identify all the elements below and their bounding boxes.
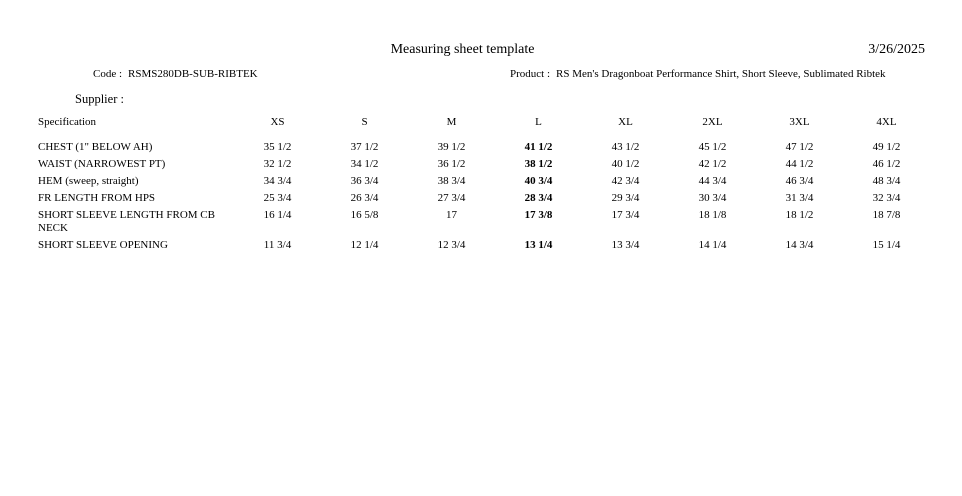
- table-row-sleeve-length: SHORT SLEEVE LENGTH FROM CB NECK 16 1/4 …: [38, 207, 930, 237]
- column-header-4xl: 4XL: [876, 116, 897, 128]
- size-value-cell: 17: [446, 209, 457, 221]
- size-value-cell: 48 3/4: [872, 175, 901, 187]
- column-header-xl: XL: [618, 116, 633, 128]
- size-value-cell: 38 1/2: [524, 158, 553, 170]
- size-value-cell: 17 3/4: [611, 209, 640, 221]
- spec-cell: CHEST (1" BELOW AH): [38, 141, 153, 153]
- column-header-2xl: 2XL: [702, 116, 723, 128]
- code-label: Code :: [93, 68, 123, 80]
- table-row-fr-length: FR LENGTH FROM HPS 25 3/4 26 3/4 27 3/4 …: [38, 190, 930, 207]
- size-value-cell: 46 1/2: [872, 158, 901, 170]
- size-value-cell: 38 3/4: [437, 175, 466, 187]
- size-value-cell: 49 1/2: [872, 141, 901, 153]
- code-line: Code : RSMS280DB-SUB-RIBTEK: [93, 68, 258, 81]
- supplier-line: Supplier :: [75, 92, 130, 107]
- size-value-cell: 36 3/4: [350, 175, 379, 187]
- column-header-l: L: [535, 116, 542, 128]
- size-value-cell: 31 3/4: [785, 192, 814, 204]
- size-value-cell: 18 1/2: [785, 209, 814, 221]
- size-value-cell: 44 1/2: [785, 158, 814, 170]
- size-value-cell: 36 1/2: [437, 158, 466, 170]
- size-value-cell: 11 3/4: [263, 239, 292, 251]
- size-value-cell: 45 1/2: [698, 141, 727, 153]
- size-value-cell: 42 3/4: [611, 175, 640, 187]
- size-value-cell: 46 3/4: [785, 175, 814, 187]
- size-value-cell: 16 5/8: [350, 209, 379, 221]
- spec-cell: FR LENGTH FROM HPS: [38, 192, 156, 204]
- size-value-cell: 30 3/4: [698, 192, 727, 204]
- size-value-cell: 39 1/2: [437, 141, 466, 153]
- product-value: RS Men's Dragonboat Performance Shirt, S…: [556, 68, 886, 80]
- size-value-cell: 35 1/2: [263, 141, 292, 153]
- size-value-cell: 44 3/4: [698, 175, 727, 187]
- table-row-chest: CHEST (1" BELOW AH) 35 1/2 37 1/2 39 1/2…: [38, 139, 930, 156]
- size-value-cell: 12 1/4: [350, 239, 379, 251]
- table-row-sleeve-opening: SHORT SLEEVE OPENING 11 3/4 12 1/4 12 3/…: [38, 237, 930, 254]
- product-label: Product :: [510, 68, 551, 80]
- size-value-cell: 18 7/8: [872, 209, 901, 221]
- spec-cell: SHORT SLEEVE LENGTH FROM CB NECK: [38, 209, 215, 234]
- size-value-cell: 43 1/2: [611, 141, 640, 153]
- size-value-cell: 34 1/2: [350, 158, 379, 170]
- size-value-cell: 13 3/4: [611, 239, 640, 251]
- size-value-cell: 12 3/4: [437, 239, 466, 251]
- size-value-cell: 28 3/4: [524, 192, 553, 204]
- column-header-s: S: [361, 116, 368, 128]
- size-value-cell: 18 1/8: [698, 209, 727, 221]
- document-date: 3/26/2025: [868, 42, 925, 57]
- size-value-cell: 17 3/8: [524, 209, 553, 221]
- product-line: Product : RS Men's Dragonboat Performance…: [510, 68, 886, 81]
- table-row-hem: HEM (sweep, straight) 34 3/4 36 3/4 38 3…: [38, 173, 930, 190]
- column-header-specification: Specification: [38, 116, 97, 128]
- table-row-waist: WAIST (NARROWEST PT) 32 1/2 34 1/2 36 1/…: [38, 156, 930, 173]
- titlebar: Measuring sheet template: [0, 42, 925, 58]
- spec-cell: SHORT SLEEVE OPENING: [38, 239, 168, 251]
- size-value-cell: 15 1/4: [872, 239, 901, 251]
- size-value-cell: 32 1/2: [263, 158, 292, 170]
- measurement-table: Specification XS S M L XL 2XL 3XL 4XL CH…: [38, 114, 930, 254]
- size-value-cell: 16 1/4: [263, 209, 292, 221]
- size-value-cell: 37 1/2: [350, 141, 379, 153]
- size-value-cell: 40 3/4: [524, 175, 553, 187]
- column-header-xs: XS: [270, 116, 285, 128]
- column-header-m: M: [446, 116, 457, 128]
- size-value-cell: 13 1/4: [524, 239, 553, 251]
- size-value-cell: 27 3/4: [437, 192, 466, 204]
- size-value-cell: 42 1/2: [698, 158, 727, 170]
- table-header-row: Specification XS S M L XL 2XL 3XL 4XL: [38, 114, 930, 139]
- size-value-cell: 47 1/2: [785, 141, 814, 153]
- size-value-cell: 14 3/4: [785, 239, 814, 251]
- code-value: RSMS280DB-SUB-RIBTEK: [128, 68, 258, 80]
- size-value-cell: 41 1/2: [524, 141, 553, 153]
- column-header-3xl: 3XL: [789, 116, 810, 128]
- size-value-cell: 14 1/4: [698, 239, 727, 251]
- page-title: Measuring sheet template: [390, 42, 535, 57]
- size-value-cell: 26 3/4: [350, 192, 379, 204]
- size-value-cell: 40 1/2: [611, 158, 640, 170]
- size-value-cell: 32 3/4: [872, 192, 901, 204]
- spec-cell: WAIST (NARROWEST PT): [38, 158, 166, 170]
- size-value-cell: 25 3/4: [263, 192, 292, 204]
- spec-cell: HEM (sweep, straight): [38, 175, 139, 187]
- size-value-cell: 29 3/4: [611, 192, 640, 204]
- size-value-cell: 34 3/4: [263, 175, 292, 187]
- supplier-label: Supplier :: [75, 92, 124, 106]
